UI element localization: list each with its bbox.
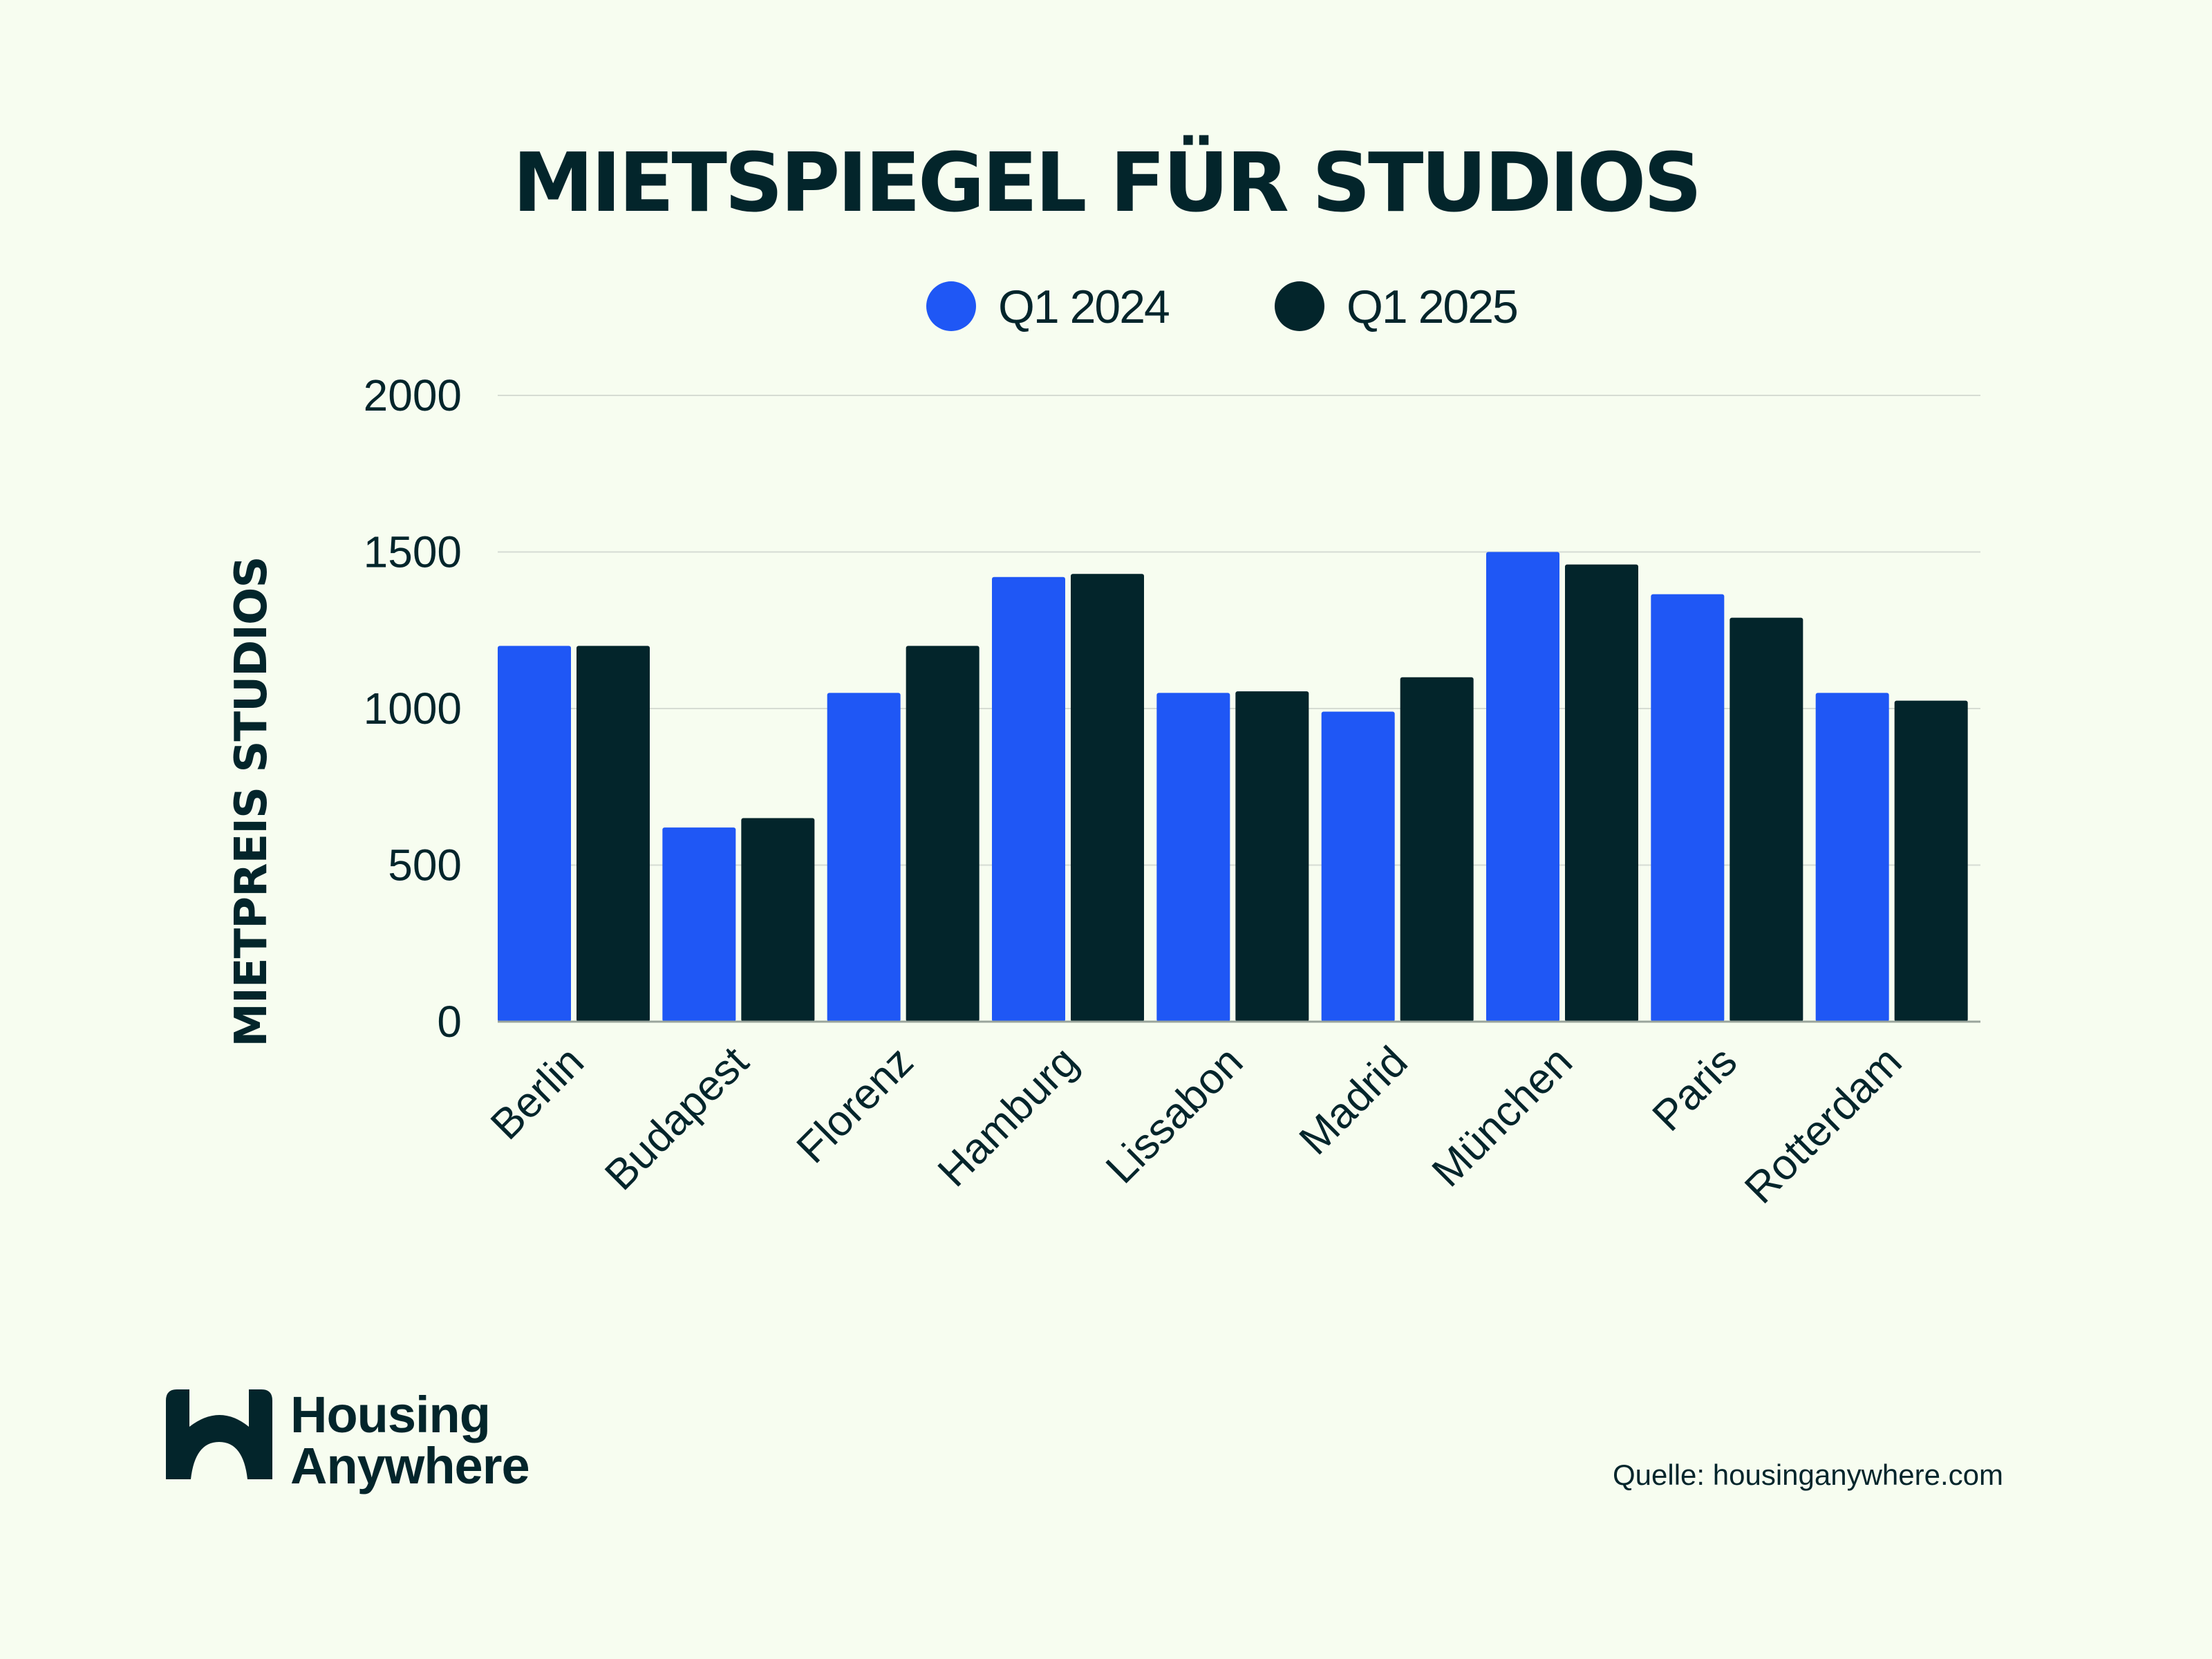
bars <box>498 552 1968 1022</box>
bar-madrid-q1-2025 <box>1400 677 1474 1022</box>
x-tick-label: Rotterdam <box>1736 1038 1911 1212</box>
x-tick-label: Florenz <box>788 1038 923 1172</box>
source-note: Quelle: housinganywhere.com <box>1613 1459 2003 1491</box>
brand-name-line1: Housing <box>290 1386 490 1443</box>
bar-paris-q1-2024 <box>1651 594 1725 1022</box>
bar-berlin-q1-2024 <box>498 646 571 1022</box>
x-axis-ticks: Berlin Budapest Florenz Hamburg Lissabon Madr… <box>482 1038 1911 1212</box>
y-tick-label: 500 <box>388 841 462 890</box>
bar-berlin-q1-2025 <box>577 646 650 1022</box>
x-tick-label: Paris <box>1644 1038 1747 1141</box>
legend-label: Q1 2024 <box>998 281 1169 333</box>
bar-rotterdam-q1-2025 <box>1894 700 1968 1022</box>
y-axis-label: MIETPREIS STUDIOS <box>226 556 277 1047</box>
x-tick-label: Berlin <box>482 1038 593 1149</box>
y-axis-ticks: 0 500 1000 1500 2000 <box>364 371 462 1047</box>
x-tick-label: München <box>1423 1038 1582 1196</box>
y-tick-label: 1000 <box>364 684 462 733</box>
housing-anywhere-logo-icon <box>166 1389 272 1479</box>
x-tick-label: Lissabon <box>1097 1038 1252 1192</box>
bar-paris-q1-2025 <box>1730 617 1803 1022</box>
bar-lissabon-q1-2025 <box>1235 691 1309 1022</box>
x-tick-label: Madrid <box>1291 1038 1417 1164</box>
bar-lissabon-q1-2024 <box>1156 693 1230 1022</box>
brand-name-line2: Anywhere <box>290 1437 529 1494</box>
y-tick-label: 2000 <box>364 371 462 420</box>
chart-title: MIETSPIEGEL FÜR STUDIOS <box>513 135 1700 230</box>
legend-swatch <box>926 281 976 331</box>
brand-logo: Housing Anywhere <box>166 1386 530 1494</box>
legend: Q1 2024 Q1 2025 <box>926 281 1519 333</box>
legend-swatch <box>1275 281 1324 331</box>
bar-florenz-q1-2025 <box>906 646 980 1022</box>
bar-münchen-q1-2024 <box>1486 552 1559 1022</box>
x-tick-label: Budapest <box>596 1038 758 1199</box>
bar-madrid-q1-2024 <box>1321 711 1395 1022</box>
y-tick-label: 1500 <box>364 527 462 577</box>
legend-label: Q1 2025 <box>1347 281 1517 333</box>
y-tick-label: 0 <box>437 997 462 1047</box>
bar-hamburg-q1-2024 <box>992 577 1065 1022</box>
bar-rotterdam-q1-2024 <box>1815 693 1889 1022</box>
x-tick-label: Hamburg <box>929 1038 1087 1196</box>
bar-budapest-q1-2024 <box>662 827 736 1022</box>
bar-münchen-q1-2025 <box>1565 564 1638 1022</box>
bar-hamburg-q1-2025 <box>1071 574 1144 1022</box>
bar-florenz-q1-2024 <box>827 693 901 1022</box>
bar-budapest-q1-2025 <box>741 818 815 1022</box>
